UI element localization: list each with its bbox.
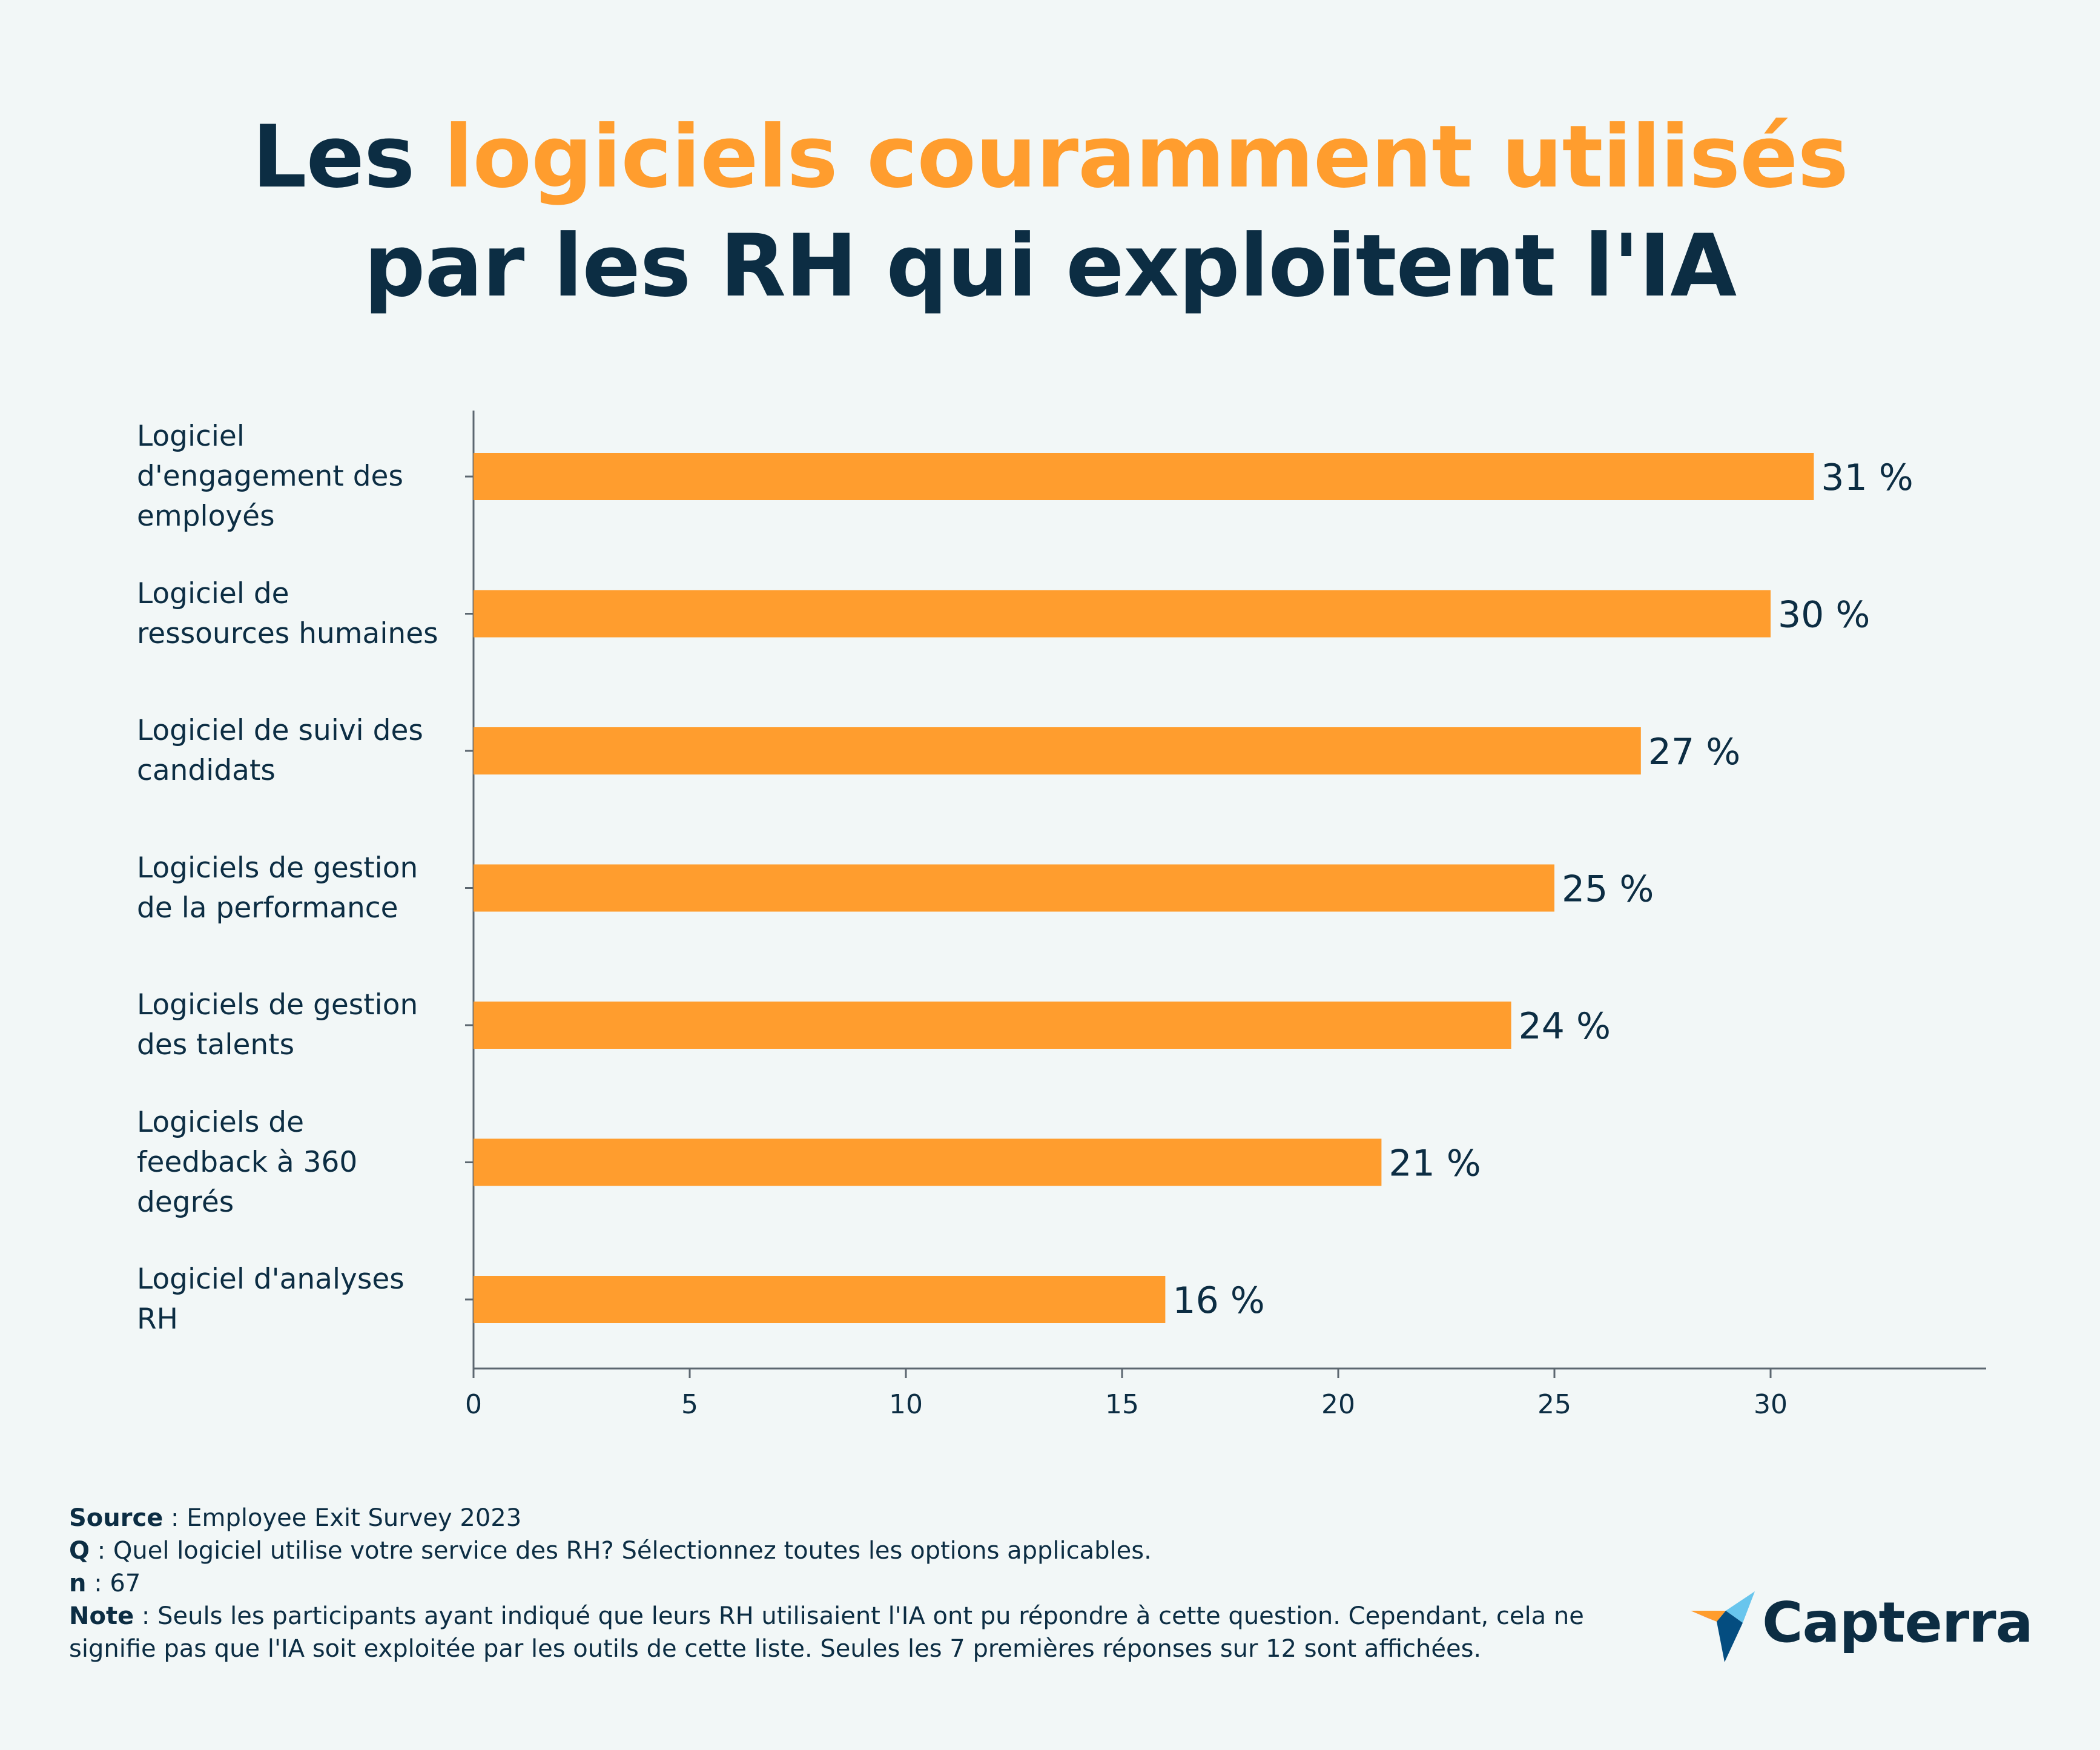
category-label-line: Logiciels de gestion [137,851,418,885]
x-tick-label: 30 [1754,1389,1788,1420]
bar [474,864,1554,912]
x-tick-label: 10 [889,1389,923,1420]
bar-value-label: 30 % [1778,594,1870,636]
category-label-line: candidats [137,754,276,787]
bar [474,1002,1511,1049]
category-label-line: Logiciel de suivi des [137,714,423,747]
title-line-2: par les RH qui exploitent l'IA [363,216,1737,316]
sample-size-line: n : 67 [69,1570,141,1597]
title-prefix: Les [252,107,415,207]
bar-value-label: 25 % [1562,868,1654,911]
bar-value-label: 31 % [1821,457,1913,499]
x-tick-label: 15 [1105,1389,1139,1420]
bar [474,1138,1382,1186]
category-label: Logiciel de ressources humaines [137,574,476,654]
title-highlight: logiciels couramment utilisés [443,107,1849,207]
bar-value-label: 27 % [1648,731,1740,773]
bar [474,590,1771,638]
category-label-line: Logiciels de [137,1105,305,1139]
chart-footer: Source : Employee Exit Survey 2023 Q : Q… [69,1502,1619,1665]
bar [474,727,1641,774]
category-label-line: de la performance [137,891,398,925]
category-label: Logiciel de suivi des candidats [137,711,476,791]
category-label: Logiciel d'engagement des employés [137,417,476,537]
x-tick-label: 25 [1537,1389,1571,1420]
category-label: Logiciel d'analyses RH [137,1260,476,1339]
category-label: Logiciels de gestion de la performance [137,848,476,928]
category-label-line: Logiciel de [137,576,289,610]
category-label-line: feedback à 360 [137,1145,358,1179]
bar-value-label: 16 % [1172,1279,1264,1322]
source-line: Source : Employee Exit Survey 2023 [69,1504,522,1532]
capterra-arrow-icon [1691,1591,1755,1662]
question-line: Q : Quel logiciel utilise votre service … [69,1537,1152,1565]
category-label-line: degrés [137,1185,234,1219]
bar [474,453,1814,500]
bar-value-label: 24 % [1519,1005,1611,1048]
logo-text: Capterra [1762,1590,2033,1655]
x-tick-label: 20 [1321,1389,1355,1420]
category-label-line: des talents [137,1028,295,1062]
bar [474,1276,1166,1323]
capterra-logo: Capterra [1689,1587,2033,1665]
bar-value-label: 21 % [1388,1143,1481,1185]
category-label-line: Logiciel [137,420,245,453]
category-label: Logiciels de feedback à 360 degrés [137,1103,476,1223]
category-label-line: ressources humaines [137,616,438,650]
category-label-line: Logiciels de gestion [137,988,418,1022]
page-title: Les logiciels couramment utilisés par le… [0,103,2100,321]
category-label-line: Logiciel d'analyses [137,1263,404,1296]
x-tick-label: 0 [465,1389,482,1420]
category-label-line: d'engagement des [137,460,403,493]
title-line-1: Les logiciels couramment utilisés [0,103,2100,212]
category-label: Logiciels de gestion des talents [137,985,476,1065]
category-label-line: RH [137,1303,178,1336]
category-label-line: employés [137,500,275,533]
x-tick-label: 5 [681,1389,698,1420]
note-line: Note : Seuls les participants ayant indi… [69,1602,1584,1663]
